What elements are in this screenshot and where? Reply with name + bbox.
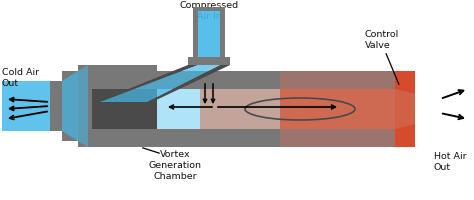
Polygon shape xyxy=(2,82,50,131)
Polygon shape xyxy=(147,66,230,102)
Polygon shape xyxy=(193,8,225,12)
Polygon shape xyxy=(395,90,415,129)
Polygon shape xyxy=(280,72,395,90)
Polygon shape xyxy=(96,66,198,102)
Polygon shape xyxy=(395,90,415,129)
Text: Cold Air
Out: Cold Air Out xyxy=(2,68,39,88)
Text: Compressed
Air In: Compressed Air In xyxy=(180,1,238,21)
Text: Vortex
Generation
Chamber: Vortex Generation Chamber xyxy=(148,149,201,180)
Polygon shape xyxy=(365,129,395,147)
Polygon shape xyxy=(198,8,220,66)
Polygon shape xyxy=(280,129,395,147)
Polygon shape xyxy=(88,72,395,90)
Polygon shape xyxy=(365,72,395,90)
Polygon shape xyxy=(280,90,395,129)
Polygon shape xyxy=(395,124,415,147)
Polygon shape xyxy=(395,124,415,147)
Polygon shape xyxy=(157,90,200,129)
Polygon shape xyxy=(78,66,88,147)
Polygon shape xyxy=(62,72,78,141)
Polygon shape xyxy=(395,72,415,95)
Polygon shape xyxy=(200,90,395,129)
Polygon shape xyxy=(220,8,225,66)
Polygon shape xyxy=(193,8,198,66)
Polygon shape xyxy=(92,90,157,129)
Polygon shape xyxy=(188,58,230,66)
Text: Hot Air
Out: Hot Air Out xyxy=(434,151,466,171)
Polygon shape xyxy=(395,72,415,95)
Polygon shape xyxy=(395,72,415,95)
Text: Control
Valve: Control Valve xyxy=(365,30,399,50)
Polygon shape xyxy=(88,129,395,147)
Polygon shape xyxy=(50,72,62,141)
Polygon shape xyxy=(100,66,220,102)
Polygon shape xyxy=(78,66,88,147)
Polygon shape xyxy=(395,124,415,147)
Polygon shape xyxy=(88,66,157,147)
Polygon shape xyxy=(62,66,78,147)
